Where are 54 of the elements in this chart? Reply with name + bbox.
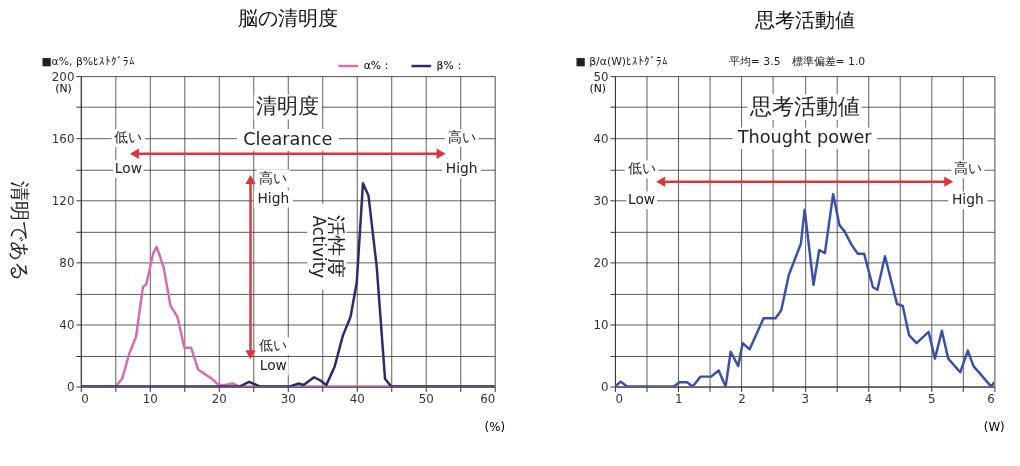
text: 清明である bbox=[7, 181, 31, 282]
legend-label: α%： bbox=[363, 58, 393, 72]
annotation: 清明度 bbox=[256, 94, 320, 119]
annotation: High bbox=[951, 191, 984, 208]
y-tick-label: 50 bbox=[593, 69, 609, 84]
y-tick-label: 0 bbox=[601, 380, 609, 394]
annotation: 高い bbox=[259, 169, 288, 186]
chart-title: 思考活動値 bbox=[753, 8, 855, 32]
annotation: Low bbox=[627, 191, 656, 208]
x-tick-label: 4 bbox=[864, 391, 873, 406]
annotation: Low bbox=[259, 357, 287, 374]
annotation: Clearance bbox=[243, 128, 333, 149]
x-tick-label: 0 bbox=[615, 391, 623, 406]
annotation: Low bbox=[114, 160, 142, 177]
x-tick-label: 6 bbox=[987, 391, 995, 406]
y-tick-label: 200 bbox=[51, 69, 75, 84]
x-tick-label: 2 bbox=[738, 391, 746, 406]
x-tick-label: 30 bbox=[280, 391, 296, 406]
text: 平均= 3.5 標準偏差= 1.0 bbox=[728, 55, 866, 69]
x-axis-title: (W) bbox=[983, 420, 1005, 435]
chart-title: 脳の清明度 bbox=[237, 6, 338, 30]
x-tick-label: 20 bbox=[211, 391, 227, 406]
x-tick-label: 40 bbox=[349, 391, 365, 406]
y-tick-label: 10 bbox=[593, 317, 609, 332]
y-axis-title: (N) bbox=[55, 82, 72, 96]
annotation: 低い bbox=[259, 337, 288, 354]
y-tick-label: 0 bbox=[66, 380, 75, 394]
y-tick-label: 80 bbox=[59, 255, 75, 270]
y-tick-label: 160 bbox=[51, 131, 75, 146]
x-tick-label: 60 bbox=[480, 391, 496, 406]
y-tick-label: 40 bbox=[59, 317, 75, 332]
x-tick-label: 50 bbox=[418, 391, 434, 406]
chart-subtitle: ■ β/α(W)ﾋｽﾄｸﾞﾗﾑ bbox=[575, 55, 669, 69]
annotation: 低い bbox=[114, 129, 143, 146]
chart-subtitle: ■α%, β%ﾋｽﾄｸﾞﾗﾑ bbox=[41, 55, 136, 69]
legend-label: β%： bbox=[436, 58, 465, 72]
x-tick-label: 0 bbox=[81, 391, 89, 406]
y-tick-label: 30 bbox=[593, 193, 609, 208]
x-axis-title: (%) bbox=[484, 420, 506, 435]
y-tick-label: 20 bbox=[593, 255, 609, 270]
annotation: Thought power bbox=[736, 127, 873, 148]
annotation: 高い bbox=[447, 129, 476, 146]
y-tick-label: 40 bbox=[593, 131, 609, 146]
x-tick-label: 1 bbox=[674, 391, 683, 406]
annotation: 思考活動値 bbox=[748, 94, 860, 120]
x-tick-label: 3 bbox=[801, 391, 809, 406]
annotation: 高い bbox=[953, 160, 982, 177]
y-axis-title: (N) bbox=[589, 82, 606, 96]
annotation: 低い bbox=[627, 160, 656, 177]
y-tick-label: 120 bbox=[51, 193, 75, 208]
x-tick-label: 5 bbox=[927, 391, 936, 406]
annotation: High bbox=[445, 160, 478, 177]
x-tick-label: 10 bbox=[142, 391, 158, 406]
annotation: High bbox=[257, 189, 290, 206]
